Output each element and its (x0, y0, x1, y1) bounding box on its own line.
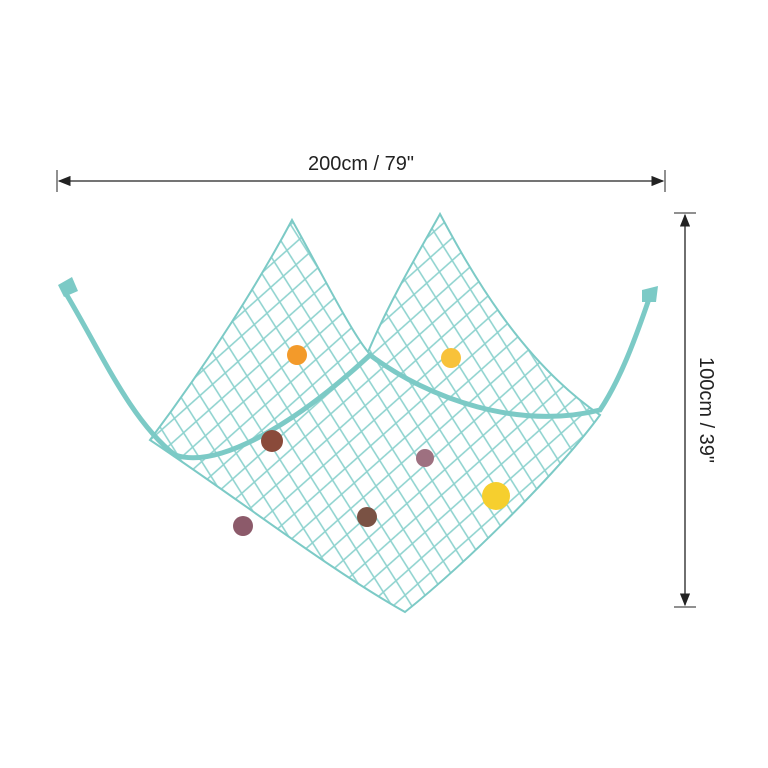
width-label: 200cm / 79" (308, 153, 414, 175)
fishing-net (58, 211, 658, 614)
height-label: 100cm / 39" (695, 357, 717, 463)
